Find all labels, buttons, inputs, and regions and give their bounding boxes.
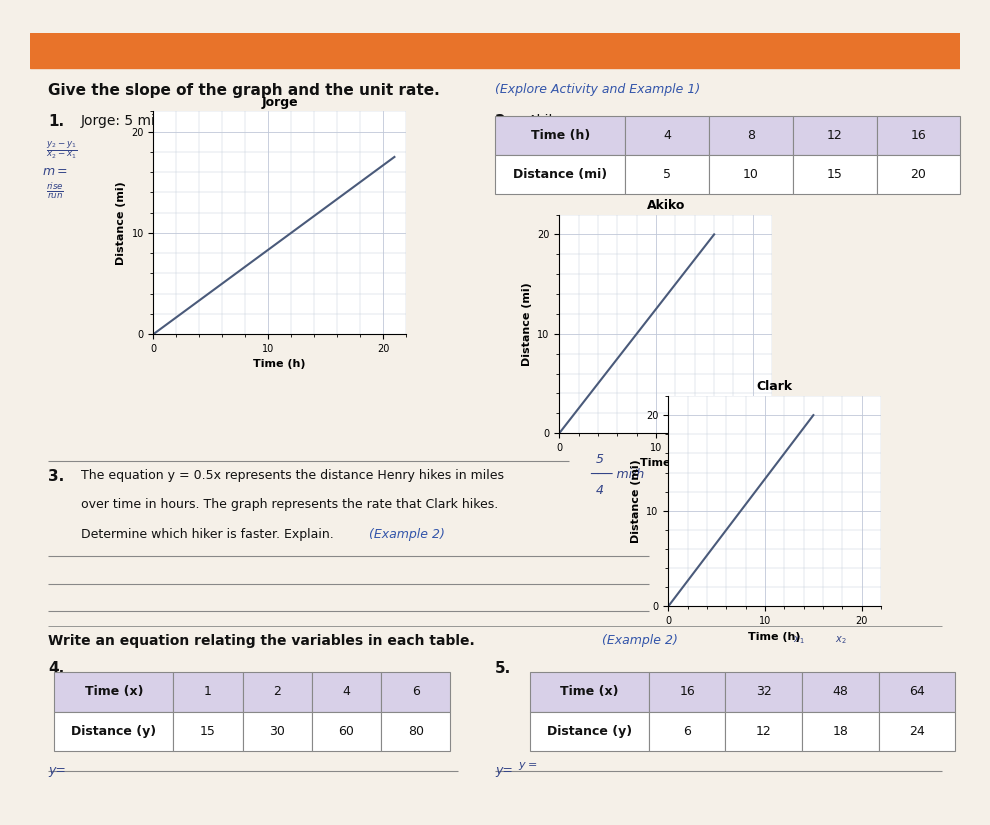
Text: Write an equation relating the variables in each table.: Write an equation relating the variables… — [49, 634, 475, 648]
Text: $x_1$: $x_1$ — [793, 634, 805, 646]
Bar — [876, 116, 960, 155]
Text: 5: 5 — [663, 167, 671, 181]
Text: y=: y= — [49, 763, 66, 776]
Text: Time (h): Time (h) — [531, 129, 590, 142]
Text: Distance (y): Distance (y) — [71, 724, 156, 738]
Title: Akiko: Akiko — [646, 199, 685, 212]
Text: 18: 18 — [833, 724, 848, 738]
Text: 4: 4 — [596, 484, 604, 497]
Text: (Example 2): (Example 2) — [369, 528, 446, 540]
Text: y=: y= — [495, 763, 513, 776]
Bar — [173, 672, 243, 711]
Bar — [54, 711, 173, 751]
Title: Clark: Clark — [756, 380, 793, 394]
Text: ─── mi/h: ─── mi/h — [590, 467, 644, 480]
Bar — [876, 155, 960, 194]
Text: Jorge: 5 miles every 6 hours: Jorge: 5 miles every 6 hours — [81, 115, 275, 129]
Text: 48: 48 — [833, 686, 848, 699]
Text: 24: 24 — [909, 724, 925, 738]
Text: (Example 2): (Example 2) — [602, 634, 678, 647]
Text: 20: 20 — [911, 167, 927, 181]
Bar — [381, 711, 450, 751]
X-axis label: Time (h): Time (h) — [253, 360, 306, 370]
Bar — [530, 672, 648, 711]
Bar — [802, 672, 879, 711]
Bar — [879, 711, 955, 751]
Text: Give the slope of the graph and the unit rate.: Give the slope of the graph and the unit… — [49, 83, 441, 98]
Bar — [709, 116, 793, 155]
Text: 10: 10 — [742, 167, 759, 181]
Title: Jorge: Jorge — [261, 96, 298, 109]
Text: 12: 12 — [756, 724, 771, 738]
Text: 15: 15 — [200, 724, 216, 738]
Text: $\frac{rise}{run}$: $\frac{rise}{run}$ — [47, 181, 64, 200]
Text: 12: 12 — [827, 129, 842, 142]
Text: 4: 4 — [663, 129, 671, 142]
Bar — [626, 155, 709, 194]
Bar — [54, 672, 173, 711]
Text: 2.: 2. — [495, 115, 512, 130]
Y-axis label: Distance (mi): Distance (mi) — [631, 460, 641, 543]
Text: (Explore Activity and Example 1): (Explore Activity and Example 1) — [495, 83, 700, 97]
Text: over time in hours. The graph represents the rate that Clark hikes.: over time in hours. The graph represents… — [81, 498, 498, 512]
Bar — [312, 672, 381, 711]
Text: 6: 6 — [412, 686, 420, 699]
Text: 32: 32 — [756, 686, 771, 699]
Text: Time (x): Time (x) — [560, 686, 619, 699]
Bar — [173, 711, 243, 751]
Text: 2: 2 — [273, 686, 281, 699]
Text: Distance (y): Distance (y) — [546, 724, 632, 738]
Text: 1: 1 — [204, 686, 212, 699]
Bar — [709, 155, 793, 194]
Text: Time (x): Time (x) — [84, 686, 144, 699]
Text: Determine which hiker is faster. Explain.: Determine which hiker is faster. Explain… — [81, 528, 338, 540]
Bar — [495, 155, 626, 194]
Text: 30: 30 — [269, 724, 285, 738]
Text: 60: 60 — [339, 724, 354, 738]
Bar — [30, 33, 960, 68]
Text: Akiko: Akiko — [528, 115, 565, 129]
Text: $m=$: $m=$ — [42, 165, 67, 178]
Bar — [495, 116, 626, 155]
Text: 3.: 3. — [49, 469, 64, 483]
Text: 16: 16 — [911, 129, 927, 142]
Text: 5.: 5. — [495, 661, 511, 676]
Bar — [793, 116, 876, 155]
Text: $y=$: $y=$ — [519, 761, 538, 772]
Bar — [243, 672, 312, 711]
Text: $x_2$: $x_2$ — [835, 634, 846, 646]
Bar — [381, 672, 450, 711]
Text: $\frac{y_2-y_1}{x_2-x_1}$: $\frac{y_2-y_1}{x_2-x_1}$ — [47, 140, 78, 162]
X-axis label: Time (h): Time (h) — [748, 632, 801, 642]
Y-axis label: Distance (mi): Distance (mi) — [522, 282, 532, 365]
Bar — [312, 711, 381, 751]
Text: Distance (mi): Distance (mi) — [513, 167, 607, 181]
Text: 6: 6 — [683, 724, 691, 738]
Text: 4: 4 — [343, 686, 350, 699]
Text: 8: 8 — [746, 129, 755, 142]
Text: 5: 5 — [596, 453, 604, 466]
Bar — [726, 711, 802, 751]
Bar — [793, 155, 876, 194]
Bar — [530, 711, 648, 751]
Text: 4.: 4. — [49, 661, 64, 676]
X-axis label: Time (h): Time (h) — [640, 459, 692, 469]
Text: 1.: 1. — [49, 115, 64, 130]
Bar — [802, 711, 879, 751]
Bar — [879, 672, 955, 711]
Text: 64: 64 — [909, 686, 925, 699]
Bar — [648, 672, 726, 711]
Bar — [726, 672, 802, 711]
Text: The equation y = 0.5x represents the distance Henry hikes in miles: The equation y = 0.5x represents the dis… — [81, 469, 504, 482]
Text: 16: 16 — [679, 686, 695, 699]
Bar — [648, 711, 726, 751]
Bar — [626, 116, 709, 155]
Text: 80: 80 — [408, 724, 424, 738]
Bar — [243, 711, 312, 751]
Text: 15: 15 — [827, 167, 842, 181]
Y-axis label: Distance (mi): Distance (mi) — [116, 181, 126, 265]
